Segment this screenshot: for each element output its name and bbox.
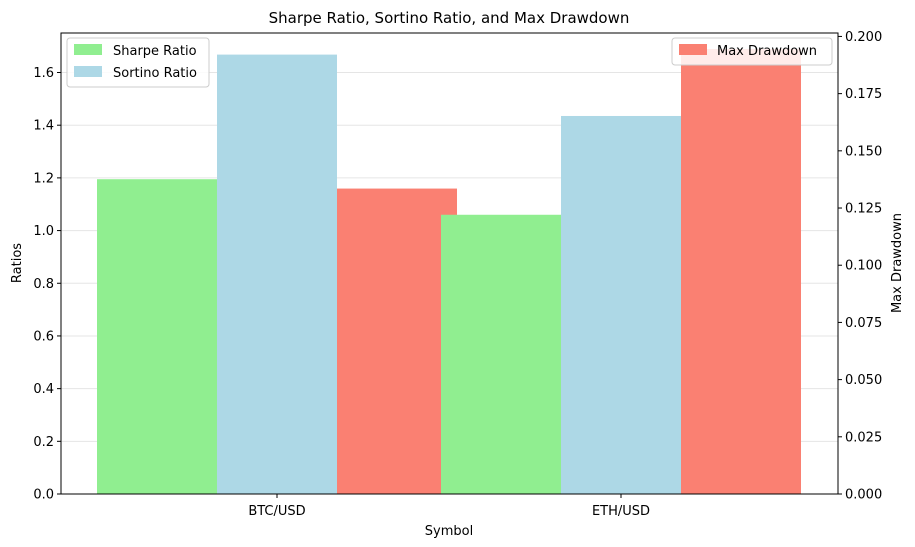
y-tick-label: 0.6 (33, 329, 54, 344)
legend-label-drawdown: Max Drawdown (717, 44, 817, 59)
y2-axis-label: Max Drawdown (890, 213, 905, 313)
bars-layer (97, 49, 801, 495)
y2-tick-label: 0.125 (845, 202, 882, 217)
bar-max-drawdown (337, 188, 457, 495)
bar-sharpe-ratio (97, 179, 217, 494)
y2-tick-label: 0.050 (845, 373, 882, 388)
legend-label-sharpe: Sharpe Ratio (113, 44, 197, 59)
legend-right-box (671, 37, 833, 66)
y-tick-label: 1.2 (33, 171, 54, 186)
y2-tick-label: 0.025 (845, 430, 882, 445)
y-tick-label: 0.2 (33, 435, 54, 450)
bar-sortino-ratio (217, 54, 337, 495)
x-axis-label: Symbol (425, 524, 473, 539)
bar-max-drawdown (681, 49, 801, 494)
bar-sharpe-ratio (441, 214, 561, 494)
y2-tick-label: 0.200 (845, 30, 882, 45)
y2-tick-label: 0.150 (845, 144, 882, 159)
x-tick-label: BTC/USD (248, 504, 305, 519)
x-tick-label: ETH/USD (592, 504, 650, 519)
y-tick-label: 0.0 (33, 488, 54, 503)
legend-right: Max Drawdown (671, 37, 833, 66)
y2-tick-label: 0.000 (845, 488, 882, 503)
y2-tick-label: 0.075 (845, 316, 882, 331)
legend-swatch-sortino (74, 66, 102, 77)
y-tick-label: 1.0 (33, 224, 54, 239)
legend-label-sortino: Sortino Ratio (113, 66, 197, 81)
chart-title: Sharpe Ratio, Sortino Ratio, and Max Dra… (269, 9, 630, 27)
y-tick-label: 0.8 (33, 277, 54, 292)
ticks-layer: 0.0 0.2 0.4 0.6 0.8 1.0 1.2 1.4 1.6 0.000 0.025 0.0… (33, 30, 882, 519)
legend-swatch-drawdown (679, 44, 707, 55)
legend-left: Sharpe Ratio Sortino Ratio (66, 37, 210, 88)
plot-frame (60, 32, 839, 495)
y2-tick-label: 0.100 (845, 259, 882, 274)
legend-swatch-sharpe (74, 44, 102, 55)
y-tick-label: 1.6 (33, 66, 54, 81)
legend-left-box (66, 37, 210, 88)
y-axis-label: Ratios (10, 243, 25, 283)
y-tick-label: 0.4 (33, 382, 54, 397)
y-tick-label: 1.4 (33, 119, 54, 134)
bar-sortino-ratio (561, 115, 681, 494)
y2-tick-label: 0.175 (845, 87, 882, 102)
